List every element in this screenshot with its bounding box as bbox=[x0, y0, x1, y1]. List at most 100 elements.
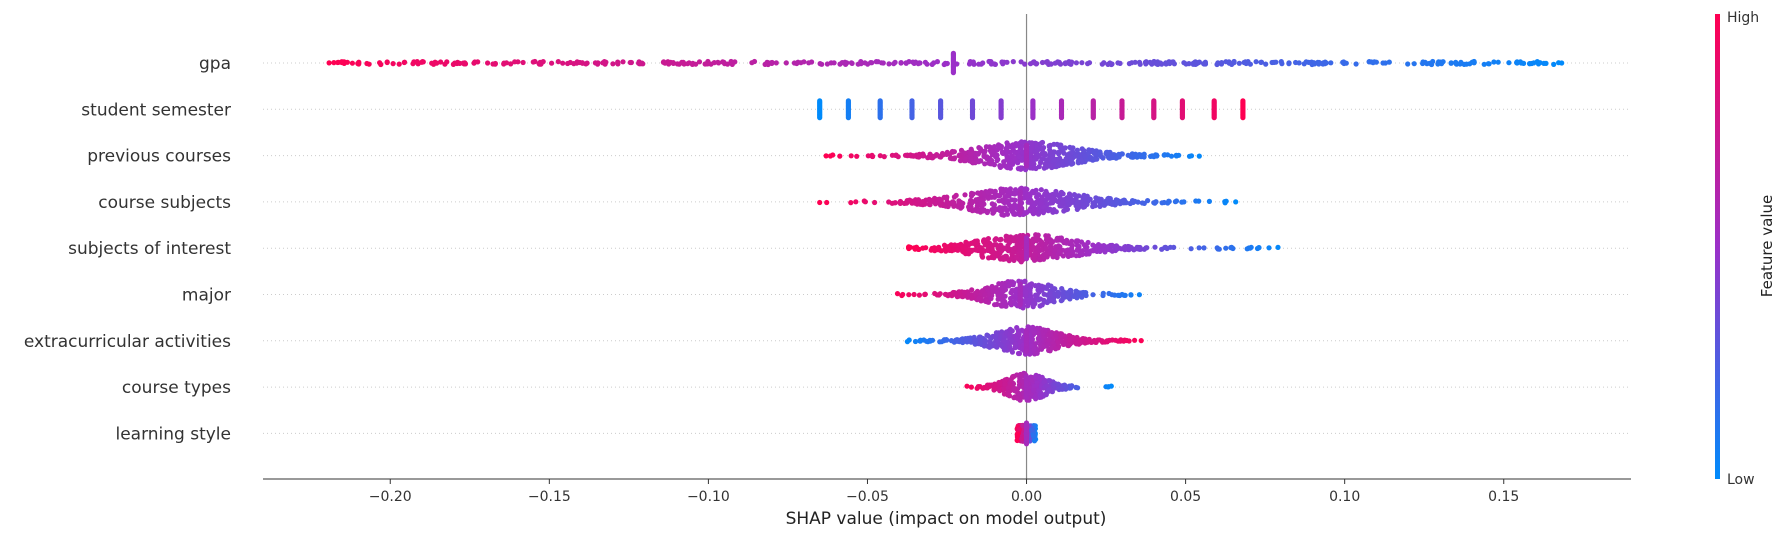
shap-point bbox=[1074, 247, 1080, 253]
shap-point bbox=[1039, 194, 1045, 200]
shap-point bbox=[1034, 148, 1040, 154]
shap-point bbox=[1039, 59, 1046, 66]
shap-point bbox=[378, 61, 384, 68]
shap-point bbox=[1068, 61, 1074, 67]
shap-point bbox=[1458, 59, 1464, 65]
shap-point bbox=[1196, 245, 1202, 251]
shap-point bbox=[1047, 291, 1053, 297]
shap-point bbox=[944, 194, 950, 200]
shap-point bbox=[1028, 374, 1034, 380]
shap-point bbox=[1052, 60, 1058, 66]
feature-row: student semester bbox=[81, 100, 1631, 120]
shap-point bbox=[1056, 149, 1062, 155]
feature-label: extracurricular activities bbox=[24, 332, 231, 352]
shap-point bbox=[1105, 384, 1111, 390]
shap-point bbox=[1155, 61, 1161, 67]
shap-point bbox=[565, 60, 571, 67]
shap-point bbox=[1029, 190, 1035, 196]
shap-point bbox=[1116, 292, 1122, 298]
shap-point bbox=[990, 210, 996, 216]
shap-point bbox=[1016, 350, 1023, 357]
shap-point bbox=[1188, 246, 1194, 252]
shap-point bbox=[1053, 237, 1060, 243]
shap-point bbox=[979, 288, 986, 294]
shap-point bbox=[584, 60, 590, 66]
shap-point bbox=[1527, 61, 1533, 67]
shap-point bbox=[1004, 198, 1010, 204]
shap-point bbox=[1306, 59, 1312, 65]
shap-point bbox=[968, 151, 974, 157]
shap-point bbox=[1023, 394, 1030, 401]
shap-point bbox=[898, 60, 904, 66]
shap-point bbox=[1058, 235, 1064, 241]
shap-point bbox=[1046, 143, 1052, 149]
shap-point bbox=[1055, 381, 1061, 387]
shap-point bbox=[685, 61, 691, 67]
shap-point bbox=[968, 155, 974, 161]
shap-point bbox=[1063, 384, 1069, 390]
shap-point bbox=[1003, 206, 1009, 212]
shap-point bbox=[1085, 239, 1091, 246]
shap-point bbox=[939, 339, 945, 345]
shap-point bbox=[1236, 60, 1242, 66]
shap-point bbox=[1049, 238, 1055, 244]
shap-point bbox=[957, 158, 964, 164]
shap-point bbox=[1114, 200, 1120, 206]
shap-point bbox=[932, 201, 939, 207]
shap-point bbox=[390, 61, 396, 67]
shap-point bbox=[869, 153, 875, 159]
shap-point bbox=[1026, 297, 1032, 303]
shap-point bbox=[1271, 59, 1277, 65]
x-axis-label: SHAP value (impact on model output) bbox=[786, 509, 1107, 529]
shap-point bbox=[1000, 150, 1006, 156]
shap-point bbox=[984, 285, 990, 291]
shap-point bbox=[1514, 59, 1520, 65]
shap-point bbox=[1010, 59, 1016, 65]
shap-point bbox=[1075, 202, 1082, 208]
shap-point bbox=[1023, 289, 1029, 295]
shap-point bbox=[904, 339, 911, 345]
shap-point bbox=[1286, 60, 1292, 66]
shap-point bbox=[992, 334, 998, 340]
shap-point bbox=[783, 60, 789, 66]
shap-point bbox=[916, 292, 923, 298]
shap-point bbox=[1126, 61, 1132, 67]
shap-point bbox=[1109, 292, 1115, 298]
shap-point bbox=[1247, 245, 1253, 251]
shap-point bbox=[1095, 337, 1101, 343]
x-tick-label: 0.00 bbox=[1011, 489, 1042, 505]
shap-point bbox=[1048, 331, 1054, 338]
shap-point bbox=[917, 338, 923, 344]
shap-point bbox=[1067, 144, 1073, 150]
shap-point bbox=[1311, 60, 1317, 66]
shap-point bbox=[1163, 244, 1169, 250]
shap-point bbox=[1044, 234, 1050, 240]
shap-point bbox=[1430, 58, 1436, 65]
shap-point bbox=[982, 292, 988, 298]
shap-point bbox=[1070, 249, 1076, 255]
shap-point bbox=[768, 60, 774, 66]
feature-label: learning style bbox=[115, 424, 231, 444]
shap-point bbox=[994, 157, 1000, 164]
shap-point bbox=[615, 59, 621, 65]
shap-point bbox=[1051, 157, 1057, 163]
shap-point bbox=[865, 153, 871, 159]
shap-point bbox=[936, 244, 942, 250]
shap-point bbox=[1060, 199, 1066, 205]
shap-point bbox=[932, 153, 938, 159]
x-tick-label: 0.15 bbox=[1488, 489, 1519, 505]
shap-point bbox=[1006, 283, 1012, 289]
shap-point bbox=[1166, 198, 1172, 205]
shap-point bbox=[580, 60, 586, 66]
shap-point bbox=[1293, 59, 1299, 66]
shap-point bbox=[1042, 251, 1049, 257]
shap-point bbox=[1073, 384, 1079, 390]
shap-point bbox=[977, 340, 983, 346]
shap-point bbox=[824, 61, 831, 67]
shap-point bbox=[1023, 256, 1030, 262]
shap-point bbox=[1037, 201, 1043, 207]
shap-point bbox=[973, 290, 979, 296]
shap-point bbox=[1052, 149, 1058, 155]
feature-label: previous courses bbox=[87, 147, 231, 167]
shap-point bbox=[1448, 60, 1454, 66]
